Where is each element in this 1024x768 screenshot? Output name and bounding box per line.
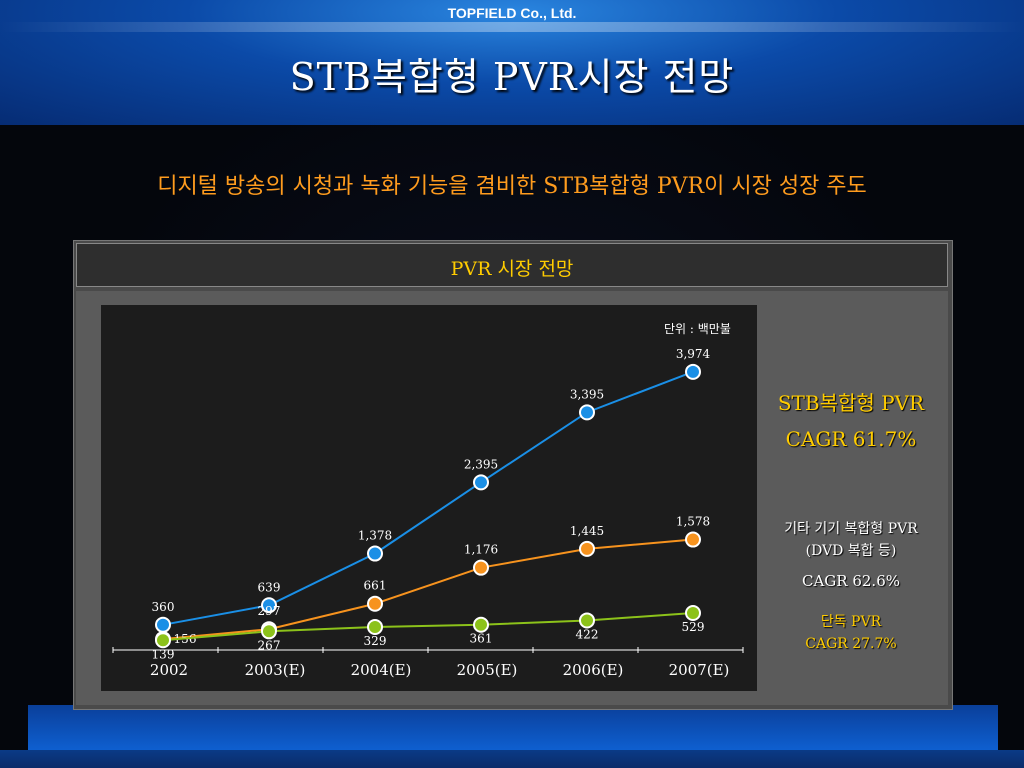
data-label: 1,176 — [464, 543, 498, 557]
data-point — [261, 623, 277, 640]
slide-subtitle: 디지털 방송의 시청과 녹화 기능을 겸비한 STB복합형 PVR이 시장 성장… — [157, 174, 867, 199]
data-label: 297 — [258, 604, 281, 618]
other-annotation-name: 기타 기기 복합형 PVR — [784, 521, 918, 537]
data-point — [579, 540, 595, 557]
x-tick-label: 2004(E) — [351, 661, 412, 679]
bottom-edge — [0, 750, 1024, 768]
data-point — [685, 531, 701, 548]
data-point — [473, 474, 489, 491]
data-point — [473, 559, 489, 576]
x-tick-label: 2002 — [150, 661, 188, 679]
other-annotation-cagr: CAGR 62.6% — [801, 572, 900, 590]
bottom-blue-bar — [28, 705, 998, 750]
x-tick-label: 2003(E) — [245, 661, 306, 679]
series-line — [162, 370, 694, 626]
unit-label: 단위 : 백만불 — [664, 322, 731, 336]
line-chart: 2002 2003(E) 2004(E) 2005(E) 2006(E) 2007(E) 3… — [112, 347, 744, 679]
chart-panel-header — [76, 243, 948, 287]
standalone-annotation-name: 단독 PVR — [820, 614, 882, 630]
data-label: 529 — [682, 620, 705, 634]
data-point — [367, 618, 383, 635]
data-point — [579, 612, 595, 629]
data-label: 361 — [470, 632, 493, 646]
stb-annotation: STB복합형 PVR CAGR 61.7% — [758, 385, 944, 457]
x-tick-label: 2006(E) — [563, 661, 624, 679]
company-name: TOPFIELD Co., Ltd. — [447, 5, 577, 21]
standalone-annotation: 단독 PVR CAGR 27.7% — [758, 611, 944, 655]
data-label: 3,974 — [676, 347, 711, 361]
series-line — [162, 611, 694, 642]
data-point — [155, 616, 171, 633]
data-label: 267 — [258, 638, 281, 652]
data-label: 1,578 — [676, 515, 710, 529]
data-label: 2,395 — [464, 457, 498, 471]
stb-annotation-cagr: CAGR 61.7% — [785, 427, 917, 451]
data-point — [367, 545, 383, 562]
data-point — [579, 404, 595, 421]
data-label: 661 — [364, 579, 387, 593]
data-point — [367, 595, 383, 612]
slide-header — [0, 0, 1024, 125]
data-point — [685, 604, 701, 621]
data-label: 3,395 — [570, 387, 604, 401]
other-annotation-sub: (DVD 복합 등) — [805, 543, 897, 559]
data-label: 360 — [152, 600, 175, 614]
data-label: 1,378 — [358, 529, 392, 543]
data-label: 139 — [152, 647, 175, 661]
chart-panel-heading: PVR 시장 전망 — [450, 258, 574, 280]
slide-title: STB복합형 PVR시장 전망 — [289, 55, 735, 99]
x-tick-label: 2007(E) — [669, 661, 730, 679]
data-point — [155, 632, 171, 649]
header-glow — [0, 22, 1024, 32]
standalone-annotation-cagr: CAGR 27.7% — [805, 636, 897, 652]
x-tick-label: 2005(E) — [457, 661, 518, 679]
data-point — [473, 616, 489, 633]
data-point — [261, 597, 277, 614]
data-label: 1,445 — [570, 524, 604, 538]
data-label: 329 — [364, 634, 387, 648]
data-label: 422 — [576, 627, 599, 641]
other-annotation: 기타 기기 복합형 PVR (DVD 복합 등) CAGR 62.6% — [758, 518, 944, 592]
data-label: 639 — [258, 580, 281, 594]
series-line — [162, 538, 694, 641]
stb-annotation-name: STB복합형 PVR — [777, 391, 925, 415]
data-point — [685, 363, 701, 380]
